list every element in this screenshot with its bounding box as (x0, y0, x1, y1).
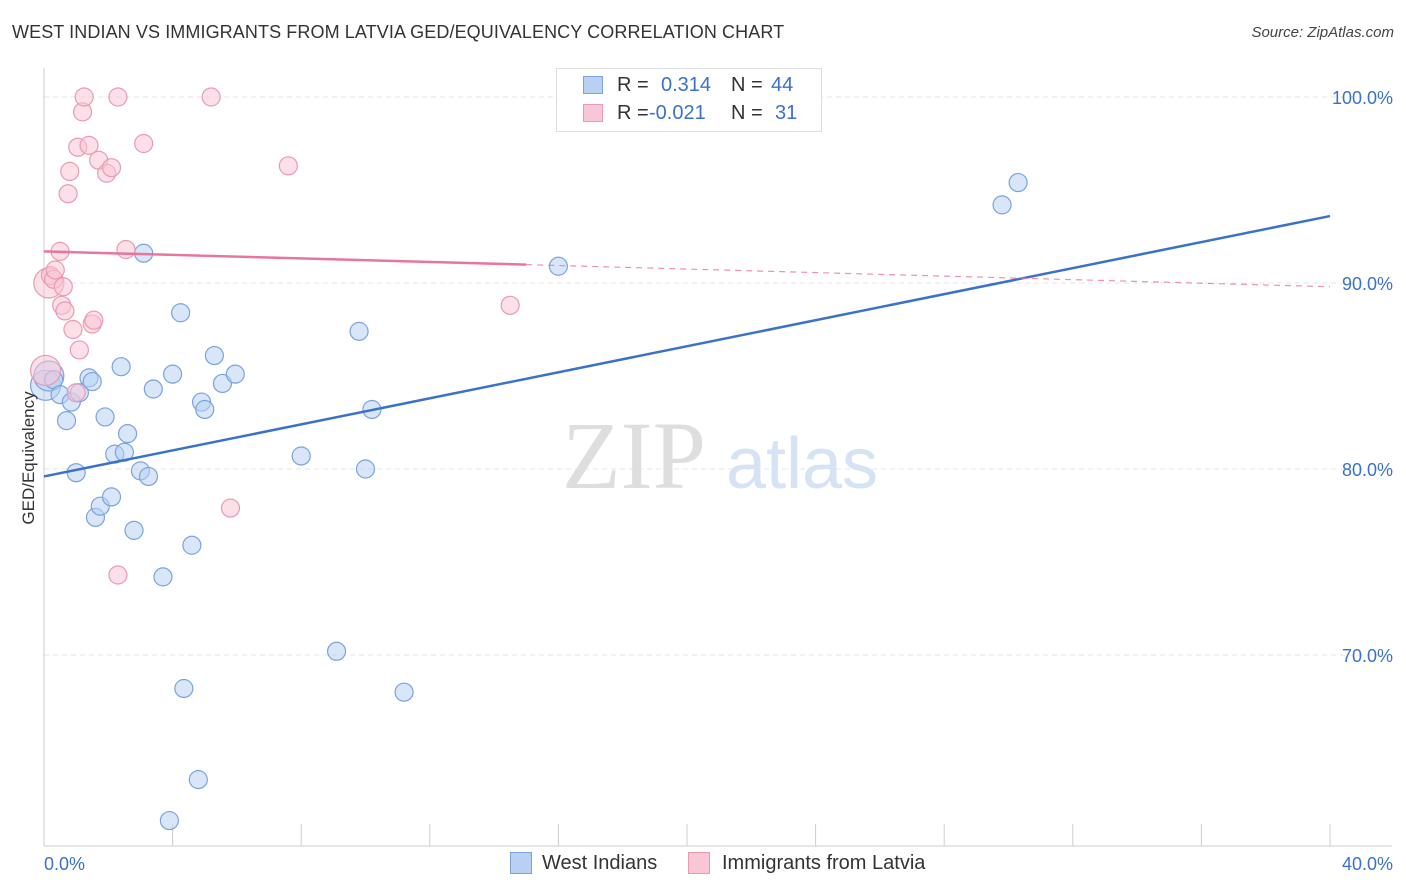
latvia-point (220, 498, 241, 518)
watermark-atlas: atlas (726, 424, 878, 504)
latvia-point (63, 319, 83, 340)
stats-legend: R = 0.314 N = 44 R = -0.021 N = 31 (556, 68, 822, 132)
latvia-point (134, 133, 154, 154)
west-indians-point (182, 535, 202, 555)
stats-row-west-indians: R = 0.314 N = 44 (557, 71, 821, 101)
west-indians-point (66, 463, 86, 483)
west-indians-point (225, 364, 245, 384)
r-label: R = (617, 74, 649, 96)
west-indians-point (195, 399, 215, 420)
latvia-point (79, 135, 99, 155)
west-indians-point (212, 373, 233, 394)
x-tick-label: 0.0% (44, 854, 85, 874)
x-tick-label: 40.0% (1342, 854, 1393, 874)
r-value: -0.021 (649, 102, 706, 124)
latvia-point (69, 340, 89, 360)
west-indians-point (326, 641, 347, 661)
latvia-trend-line (43, 250, 527, 266)
n-value: 31 (775, 102, 798, 124)
watermark: ZIP atlas (562, 402, 878, 509)
west-indians-point (111, 357, 131, 377)
r-value: 0.314 (661, 74, 712, 96)
latvia-point (58, 184, 78, 204)
west-indians-point (992, 195, 1012, 215)
source-label: Source: ZipAtlas.com (1251, 24, 1394, 41)
west-indians-point (394, 682, 414, 702)
latvia-point (74, 87, 94, 107)
latvia-point (45, 260, 65, 280)
latvia-swatch (583, 104, 603, 122)
latvia-point (108, 87, 128, 107)
stats-row-latvia: R = -0.021 N = 31 (557, 99, 821, 129)
west-indians-point (204, 345, 224, 366)
latvia-point (278, 156, 298, 176)
west-indians-point (355, 459, 376, 479)
west-indians-point (188, 770, 208, 790)
latvia-point (500, 295, 520, 315)
latvia-point (101, 158, 122, 178)
n-label: N = (731, 74, 763, 96)
west-indians-point (548, 256, 569, 276)
latvia-point (53, 277, 73, 297)
west-indians-point (174, 678, 194, 699)
west-indians-point (291, 446, 311, 466)
data-points (30, 87, 1028, 831)
latvia-point (108, 565, 128, 585)
west-indians-legend-swatch (510, 852, 532, 874)
latvia-point (84, 310, 104, 330)
west-indians-point (143, 379, 163, 399)
west-indians-point (171, 303, 191, 323)
latvia-trend-line-extension (526, 264, 1331, 288)
n-label: N = (731, 102, 763, 124)
n-value: 44 (771, 74, 794, 96)
axes (43, 68, 1392, 847)
y-tick-label: 70.0% (1342, 646, 1393, 666)
latvia-point (30, 354, 62, 387)
west-indians-swatch (583, 76, 603, 94)
latvia-point (116, 239, 136, 260)
y-tick-label: 80.0% (1342, 460, 1393, 480)
y-tick-label: 90.0% (1342, 274, 1393, 294)
chart-title: WEST INDIAN VS IMMIGRANTS FROM LATVIA GE… (12, 22, 785, 42)
west-indians-point (138, 466, 159, 487)
west-indians-point (1008, 172, 1028, 193)
y-axis-label: GED/Equivalency (19, 391, 38, 525)
gridlines (44, 96, 1392, 656)
west-indians-point (82, 371, 102, 392)
west-indians-trend-line (43, 214, 1331, 478)
west-indians-point (95, 407, 115, 427)
latvia-point (60, 161, 80, 181)
west-indians-point (159, 810, 179, 831)
west-indians-point (56, 411, 77, 431)
west-indians-point (349, 321, 369, 341)
legend-label: West Indians (542, 852, 658, 874)
r-label: R = (617, 102, 649, 124)
latvia-legend-swatch (688, 852, 710, 874)
west-indians-point (163, 364, 183, 384)
y-tick-label: 100.0% (1332, 88, 1393, 108)
latvia-point (66, 383, 86, 403)
legend-label: Immigrants from Latvia (722, 852, 926, 874)
west-indians-point (124, 520, 144, 540)
watermark-zip: ZIP (562, 402, 706, 509)
west-indians-point (101, 487, 122, 507)
latvia-point (55, 301, 75, 321)
west-indians-point (153, 567, 173, 587)
latvia-point (201, 87, 221, 107)
west-indians-point (117, 424, 138, 444)
tick-labels: 70.0% 80.0% 90.0% 100.0% 0.0% 40.0% (44, 88, 1393, 874)
trend-lines (43, 214, 1331, 478)
